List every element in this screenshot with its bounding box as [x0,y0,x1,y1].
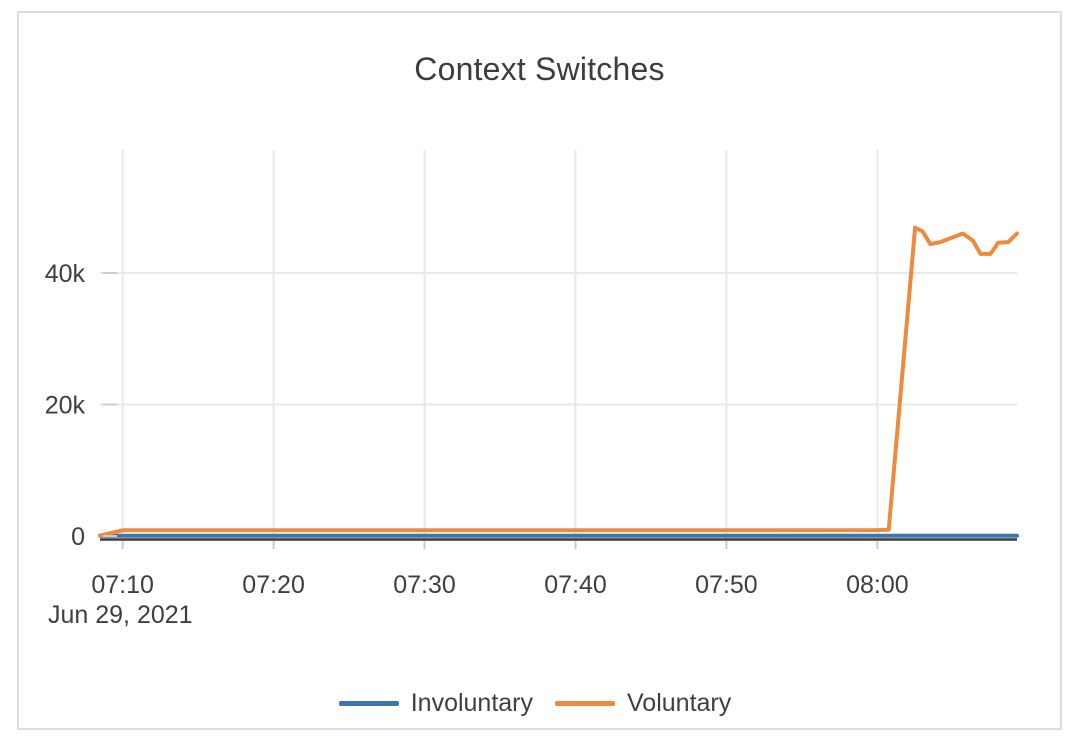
legend: Involuntary Voluntary [0,686,1070,720]
x-tick-label: 07:40 [544,571,607,599]
y-tick-label: 0 [71,523,85,551]
x-tick-label: 07:20 [242,571,305,599]
y-tick-label: 40k [45,260,86,288]
legend-item-involuntary[interactable]: Involuntary [338,688,534,718]
x-tick-label: 07:30 [393,571,456,599]
x-tick-label: 08:00 [846,571,909,599]
y-tick-label: 20k [45,392,86,420]
legend-label-involuntary: Involuntary [410,688,534,717]
series-line-voluntary[interactable] [98,225,1019,538]
chart-card [17,11,1062,730]
x-tick-label: 07:50 [695,571,758,599]
x-axis-date-label: Jun 29, 2021 [48,601,193,629]
legend-item-voluntary[interactable]: Voluntary [555,689,731,718]
legend-label-voluntary: Voluntary [627,688,732,717]
legend-line-swatch-voluntary [555,700,616,706]
legend-line-swatch-involuntary [338,700,399,706]
chart-title: Context Switches [414,51,665,87]
x-tick-label: 07:10 [91,571,154,599]
